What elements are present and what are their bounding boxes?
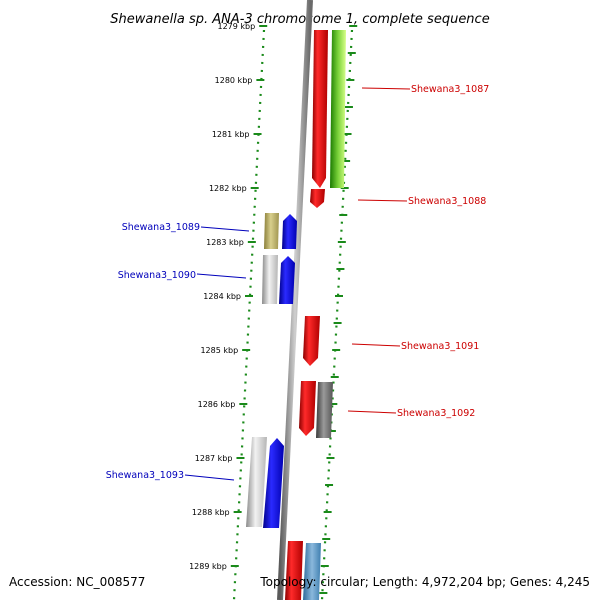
gene-block-shewana3-1093-grey bbox=[246, 437, 267, 527]
gene-label-shewana3-1092[interactable]: Shewana3_1092 bbox=[397, 408, 475, 419]
gene-label-shewana3-1088[interactable]: Shewana3_1088 bbox=[408, 196, 486, 207]
tick-label: 1285 kbp bbox=[200, 346, 238, 355]
gene-arrow-shewana3-1091[interactable] bbox=[303, 316, 320, 366]
tick-label: 1287 kbp bbox=[195, 454, 233, 463]
gene-label-shewana3-1090[interactable]: Shewana3_1090 bbox=[118, 270, 196, 281]
gene-arrow-shewana3-1087[interactable] bbox=[312, 30, 328, 188]
tick-label: 1280 kbp bbox=[215, 76, 253, 85]
topology-text: Topology: circular; Length: 4,972,204 bp… bbox=[260, 575, 590, 589]
tick-label: 1283 kbp bbox=[206, 238, 244, 247]
tick-label: 1286 kbp bbox=[198, 400, 236, 409]
leader-line-1087 bbox=[361, 87, 411, 90]
tick-label: 1282 kbp bbox=[209, 184, 247, 193]
tick-label: 1279 kbp bbox=[218, 22, 256, 31]
gene-arrow-bottom-red bbox=[285, 541, 303, 600]
map-title: Shewanella sp. ANA-3 chromosome 1, compl… bbox=[110, 12, 489, 27]
gene-arrow-shewana3-1092-red[interactable] bbox=[299, 381, 316, 436]
leader-line-1089 bbox=[200, 226, 250, 232]
gene-block-bottom-steel bbox=[303, 543, 321, 600]
chromosome-backbone bbox=[277, 0, 313, 600]
gene-label-shewana3-1089[interactable]: Shewana3_1089 bbox=[122, 222, 200, 233]
leader-line-1088 bbox=[357, 199, 408, 202]
gene-label-shewana3-1087[interactable]: Shewana3_1087 bbox=[411, 84, 489, 95]
gene-arrow-shewana3-1090[interactable] bbox=[279, 256, 295, 304]
gene-arrow-shewana3-1088[interactable] bbox=[310, 189, 325, 208]
gene-arrow-shewana3-1092[interactable] bbox=[316, 382, 333, 438]
gene-block-shewana3-1089-olive bbox=[264, 213, 279, 249]
leader-line-1092 bbox=[347, 410, 397, 414]
gene-arrow-shewana3-1093[interactable] bbox=[263, 438, 284, 528]
leader-line-1091 bbox=[351, 343, 401, 347]
gene-arrow-shewana3-1089[interactable] bbox=[282, 214, 297, 249]
leader-line-1090 bbox=[196, 273, 247, 279]
gene-feature-green bbox=[330, 30, 346, 188]
leader-line-1093 bbox=[184, 474, 235, 481]
gene-block-shewana3-1090-grey bbox=[262, 255, 278, 304]
tick-label: 1289 kbp bbox=[189, 562, 227, 571]
tick-label: 1284 kbp bbox=[203, 292, 241, 301]
accession-text: Accession: NC_008577 bbox=[9, 575, 146, 589]
gene-label-shewana3-1091[interactable]: Shewana3_1091 bbox=[401, 341, 479, 352]
tick-label: 1288 kbp bbox=[192, 508, 230, 517]
gene-label-shewana3-1093[interactable]: Shewana3_1093 bbox=[106, 470, 184, 481]
tick-label: 1281 kbp bbox=[212, 130, 250, 139]
